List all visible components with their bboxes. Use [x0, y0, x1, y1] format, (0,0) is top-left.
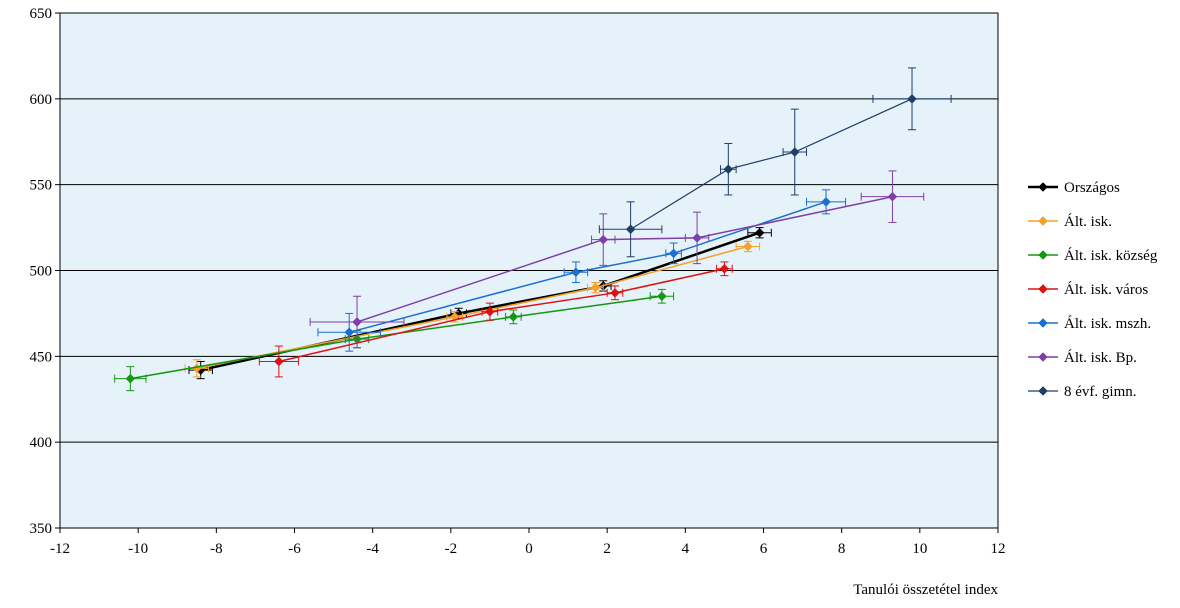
series-7 [598, 67, 952, 258]
legend-item: Országos [1028, 180, 1120, 196]
data-point [352, 317, 362, 327]
series-line [196, 245, 749, 370]
series-6 [309, 170, 925, 349]
legend-marker [1038, 352, 1048, 362]
y-tick-label: 500 [30, 264, 53, 280]
legend-label: Ált. isk. mszh. [1064, 315, 1151, 332]
y-tick-label: 650 [30, 6, 53, 22]
legend-label: Ált. isk. város [1064, 281, 1148, 298]
legend-label: 8 évf. gimn. [1064, 384, 1137, 400]
data-point [508, 311, 519, 322]
legend-item: Ált. isk. község [1028, 247, 1158, 264]
x-tick-label: -8 [210, 541, 223, 557]
series-line [356, 195, 893, 323]
data-point [821, 196, 831, 207]
series-line [130, 295, 662, 380]
series-5 [317, 189, 847, 352]
x-tick-label: -12 [50, 541, 70, 557]
x-axis-label: Tanulói összetétel index [853, 582, 998, 598]
y-axis: 350 400 450 500 550 600 650 [30, 6, 60, 537]
data-point [657, 291, 667, 302]
series-line [349, 201, 827, 334]
data-point [887, 191, 898, 202]
legend-item: 8 évf. gimn. [1028, 384, 1137, 400]
series-4 [258, 261, 733, 378]
legend-marker [1038, 386, 1048, 396]
data-point [723, 164, 734, 175]
data-point [274, 356, 284, 367]
data-point [610, 287, 620, 298]
legend-marker [1038, 182, 1048, 192]
x-tick-label: 12 [991, 541, 1006, 557]
x-tick-label: -10 [128, 541, 148, 557]
legend-item: Ált. isk. mszh. [1028, 315, 1151, 332]
legend-label: Ált. isk. [1064, 213, 1112, 230]
data-point [789, 147, 800, 157]
legend-label: Országos [1064, 180, 1120, 196]
legend-item: Ált. isk. város [1028, 281, 1148, 298]
legend-marker [1038, 250, 1048, 260]
data-point [743, 241, 753, 252]
x-axis: -12 -10 -8 -6 -4 -2 0 2 4 6 8 10 12 [50, 528, 1006, 557]
data-point [719, 263, 730, 274]
data-point [485, 306, 495, 317]
data-point [449, 311, 460, 322]
data-point [692, 233, 702, 243]
x-tick-label: 10 [912, 541, 927, 557]
legend-item: Ált. isk. [1028, 213, 1112, 230]
data-point [590, 282, 601, 293]
data-point [571, 267, 581, 278]
x-tick-label: 2 [603, 541, 611, 557]
legend-marker [1038, 284, 1048, 294]
series-layer [114, 67, 952, 392]
legend: Országos Ált. isk. Ált. isk. község Ált. is… [1028, 180, 1158, 400]
y-tick-label: 550 [30, 178, 53, 194]
data-point [125, 373, 136, 384]
data-point [668, 248, 679, 259]
x-tick-label: 4 [682, 541, 690, 557]
y-tick-label: 600 [30, 92, 53, 108]
data-point [598, 234, 609, 245]
legend-marker [1038, 318, 1048, 328]
data-point [344, 327, 355, 338]
y-tick-label: 450 [30, 349, 53, 365]
series-3 [114, 288, 675, 392]
legend-label: Ált. isk. község [1064, 247, 1158, 264]
series-line [630, 98, 913, 230]
grid [60, 98, 998, 443]
x-tick-label: -4 [366, 541, 379, 557]
x-tick-label: 8 [838, 541, 846, 557]
x-tick-label: -6 [288, 541, 301, 557]
legend-label: Ált. isk. Bp. [1064, 349, 1137, 366]
y-tick-label: 350 [30, 521, 53, 537]
x-tick-label: 0 [525, 541, 533, 557]
x-tick-label: 6 [760, 541, 768, 557]
data-point [754, 227, 765, 238]
x-tick-label: -2 [445, 541, 458, 557]
series-line [278, 268, 725, 363]
legend-marker [1038, 216, 1048, 226]
legend-item: Ált. isk. Bp. [1028, 349, 1137, 366]
data-point [625, 224, 636, 235]
y-tick-label: 400 [30, 435, 53, 451]
data-point [907, 93, 917, 104]
